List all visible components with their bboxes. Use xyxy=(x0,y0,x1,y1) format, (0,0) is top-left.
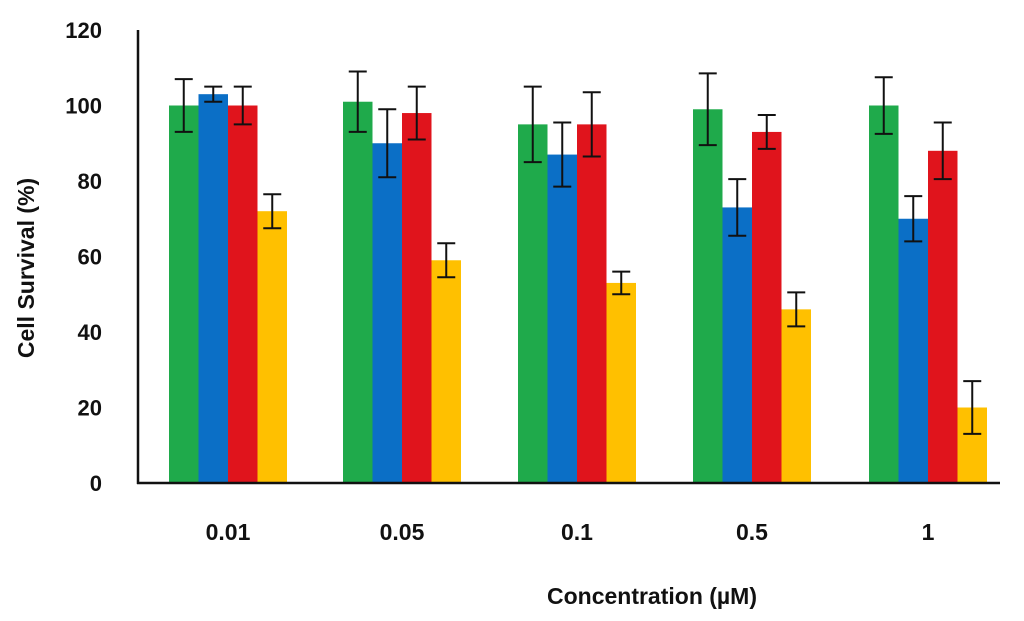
y-tick-label: 0 xyxy=(90,471,102,496)
bar-series-2-1 xyxy=(898,218,928,483)
y-ticks-layer: 0 20 40 60 80 100 120 xyxy=(65,18,102,496)
bar-series-1-0.05 xyxy=(343,101,373,483)
bar-series-2-0.1 xyxy=(547,154,577,483)
bar-series-2-0.01 xyxy=(198,94,228,484)
bar-series-1-0.01 xyxy=(169,105,199,483)
bars-layer xyxy=(169,94,987,484)
bar-series-1-0.5 xyxy=(693,109,723,484)
bar-series-3-0.1 xyxy=(577,124,607,483)
y-tick-label: 100 xyxy=(65,94,102,119)
bar-series-4-0.1 xyxy=(606,282,636,483)
bar-series-2-0.5 xyxy=(722,207,752,484)
y-tick-label: 60 xyxy=(78,245,102,270)
bar-series-3-0.01 xyxy=(228,105,258,483)
bar-series-4-0.5 xyxy=(781,309,811,483)
bar-series-4-0.01 xyxy=(257,211,287,483)
bar-series-3-0.05 xyxy=(402,113,432,484)
x-category-label: 0.5 xyxy=(736,519,768,545)
x-category-label: 0.1 xyxy=(561,519,593,545)
bar-series-2-0.05 xyxy=(372,143,402,483)
x-axis-title: Concentration (µM) xyxy=(547,583,757,609)
bar-series-3-0.5 xyxy=(752,131,782,484)
y-tick-label: 80 xyxy=(78,169,102,194)
bar-series-1-1 xyxy=(869,105,899,483)
x-category-label: 0.05 xyxy=(380,519,425,545)
y-tick-label: 20 xyxy=(78,396,102,421)
bar-series-1-0.1 xyxy=(518,124,548,483)
y-tick-label: 120 xyxy=(65,18,102,43)
y-tick-label: 40 xyxy=(78,320,102,345)
y-axis-title: Cell Survival (%) xyxy=(13,178,39,358)
bar-series-4-0.05 xyxy=(431,260,461,483)
x-category-label: 0.01 xyxy=(206,519,251,545)
error-bars-layer xyxy=(174,70,982,435)
x-ticks-layer: 0.01 0.05 0.1 0.5 1 xyxy=(206,519,935,545)
x-category-label: 1 xyxy=(922,519,935,545)
bar-series-3-1 xyxy=(928,150,958,484)
